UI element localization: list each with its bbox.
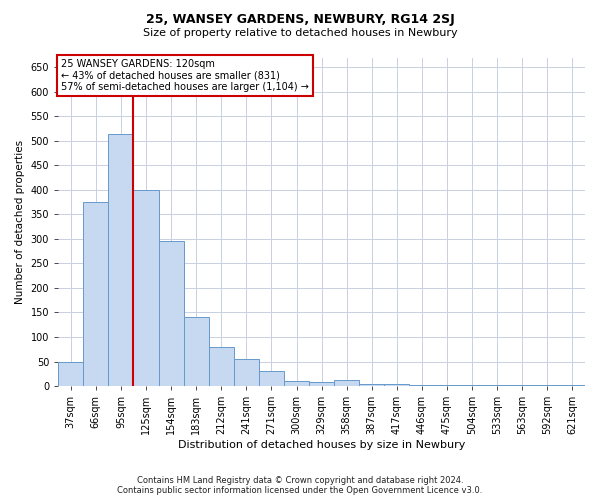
Bar — [460, 384, 485, 386]
Bar — [409, 384, 434, 386]
Bar — [83, 202, 109, 386]
Bar — [184, 318, 209, 386]
Text: 25 WANSEY GARDENS: 120sqm
← 43% of detached houses are smaller (831)
57% of semi: 25 WANSEY GARDENS: 120sqm ← 43% of detac… — [61, 59, 309, 92]
Bar — [359, 384, 385, 386]
Text: 25, WANSEY GARDENS, NEWBURY, RG14 2SJ: 25, WANSEY GARDENS, NEWBURY, RG14 2SJ — [146, 12, 454, 26]
Bar — [158, 242, 184, 386]
Bar — [434, 384, 460, 386]
Bar — [560, 385, 585, 386]
Bar — [535, 385, 560, 386]
Bar — [259, 372, 284, 386]
X-axis label: Distribution of detached houses by size in Newbury: Distribution of detached houses by size … — [178, 440, 465, 450]
Bar — [109, 134, 133, 386]
Bar — [234, 359, 259, 386]
Bar — [133, 190, 158, 386]
Bar — [334, 380, 359, 386]
Bar — [385, 384, 409, 386]
Bar — [309, 382, 334, 386]
Y-axis label: Number of detached properties: Number of detached properties — [15, 140, 25, 304]
Bar — [284, 381, 309, 386]
Bar — [209, 347, 234, 386]
Bar — [485, 385, 510, 386]
Bar — [58, 362, 83, 386]
Text: Size of property relative to detached houses in Newbury: Size of property relative to detached ho… — [143, 28, 457, 38]
Bar — [510, 385, 535, 386]
Text: Contains HM Land Registry data © Crown copyright and database right 2024.
Contai: Contains HM Land Registry data © Crown c… — [118, 476, 482, 495]
